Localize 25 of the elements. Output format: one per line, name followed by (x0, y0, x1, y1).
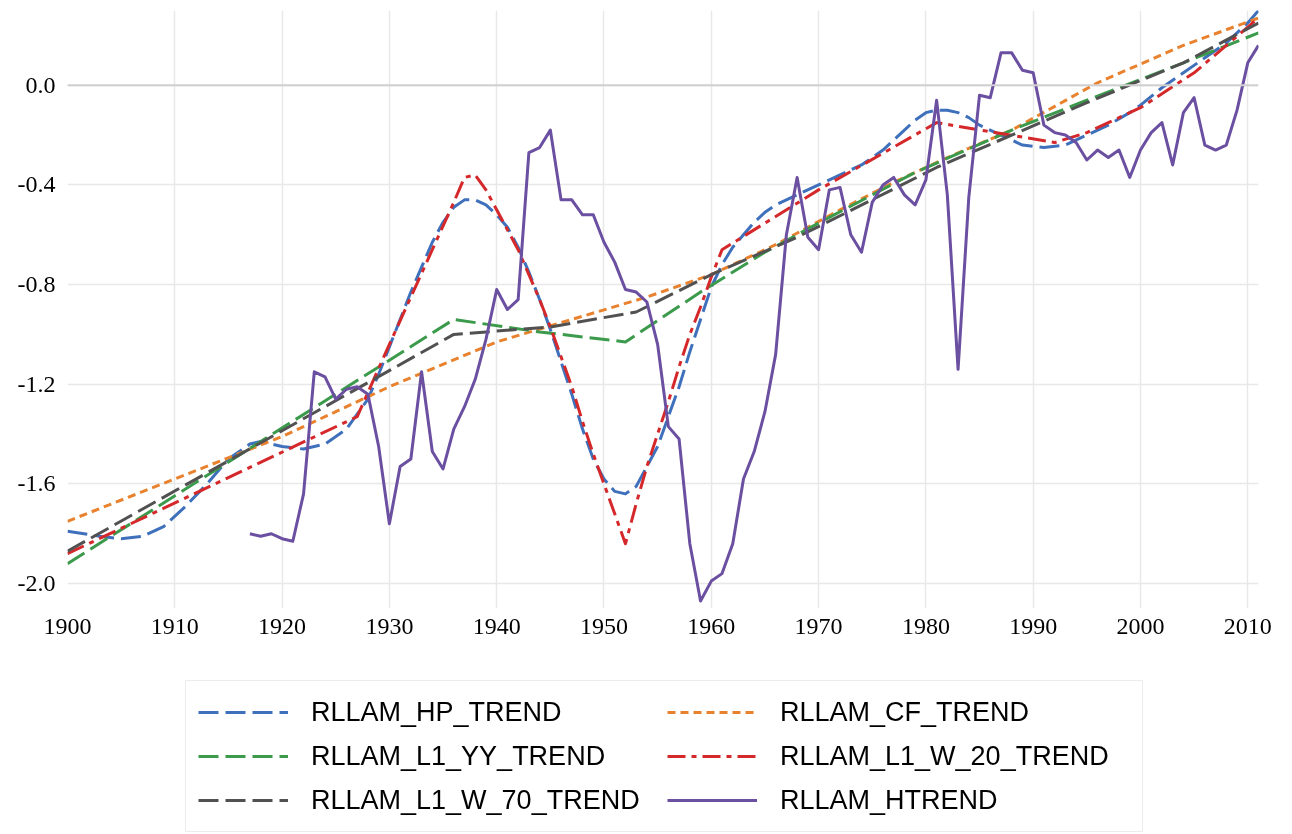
y-tick-label: 0.0 (25, 71, 56, 98)
line-series (248, 43, 1259, 603)
x-tick-label: 1940 (472, 612, 521, 639)
x-tick-label: 1910 (150, 612, 199, 639)
x-tick-label: 1900 (43, 612, 92, 639)
y-tick-label: -0.8 (17, 271, 56, 298)
legend-label: RLLAM_HTREND (780, 784, 999, 816)
x-tick-label: 2000 (1116, 612, 1165, 639)
y-tick-label: -1.6 (17, 470, 56, 497)
x-tick-label: 1960 (687, 612, 736, 639)
x-tick-label: 1990 (1009, 612, 1058, 639)
x-tick-label: 1930 (365, 612, 414, 639)
x-tick-label: 1920 (258, 612, 307, 639)
x-tick-label: 1950 (579, 612, 628, 639)
legend-label: RLLAM_CF_TREND (780, 696, 1031, 728)
y-tick-label: -2.0 (17, 570, 56, 597)
legend-label: RLLAM_L1_W_70_TREND (311, 784, 641, 816)
x-tick-label: 1980 (901, 612, 950, 639)
legend-label: RLLAM_HP_TREND (311, 696, 563, 728)
x-tick-label: 1970 (794, 612, 843, 639)
y-tick-label: -1.2 (17, 370, 56, 397)
legend-label: RLLAM_L1_YY_TREND (311, 740, 607, 772)
legend-label: RLLAM_L1_W_20_TREND (780, 740, 1110, 772)
y-tick-label: -0.4 (17, 171, 56, 198)
x-tick-label: 2010 (1223, 612, 1272, 639)
